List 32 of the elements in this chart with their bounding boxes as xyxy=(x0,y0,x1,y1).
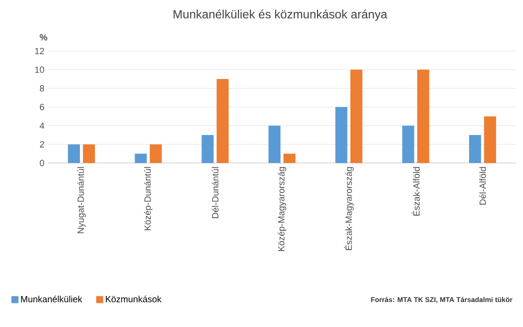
bar xyxy=(134,154,147,163)
bar xyxy=(484,116,496,163)
y-tick-label: 8 xyxy=(40,85,44,92)
bar xyxy=(402,126,414,163)
y-tick-label: 6 xyxy=(40,104,44,110)
bar xyxy=(82,144,95,163)
x-tick-label: Dél-Dunántúl xyxy=(212,167,218,218)
bar xyxy=(469,135,482,163)
bar xyxy=(335,107,348,163)
bar xyxy=(216,79,229,163)
x-tick-label: Közép-Dunántúl xyxy=(144,167,153,230)
x-tick-label: Dél-Alföld xyxy=(479,167,486,205)
bar xyxy=(350,70,362,163)
bar xyxy=(202,135,214,163)
legend-label: Munkanélküliek xyxy=(21,296,82,302)
bar xyxy=(150,144,162,163)
y-tick-label: 10 xyxy=(35,66,44,73)
bar xyxy=(68,144,80,163)
x-tick-label: Észak-Magyarország xyxy=(344,167,354,250)
y-tick-label: 4 xyxy=(40,122,44,129)
x-tick-label: Nyugat-Dunántúl xyxy=(77,167,86,234)
y-axis-title: % xyxy=(40,34,48,40)
y-tick-label: 0 xyxy=(40,160,44,166)
chart-title: Munkanélküliek és közmunkások aránya xyxy=(174,10,388,21)
y-tick-label: 2 xyxy=(40,141,44,148)
x-tick-label: Közép-Magyarország xyxy=(278,167,286,252)
x-tick-label: Észak-Alföld xyxy=(412,167,420,216)
bar xyxy=(268,126,280,163)
bar xyxy=(417,70,430,163)
y-tick-label: 12 xyxy=(35,48,44,54)
bar xyxy=(284,154,296,163)
legend-label: Közmunkások xyxy=(106,296,162,302)
